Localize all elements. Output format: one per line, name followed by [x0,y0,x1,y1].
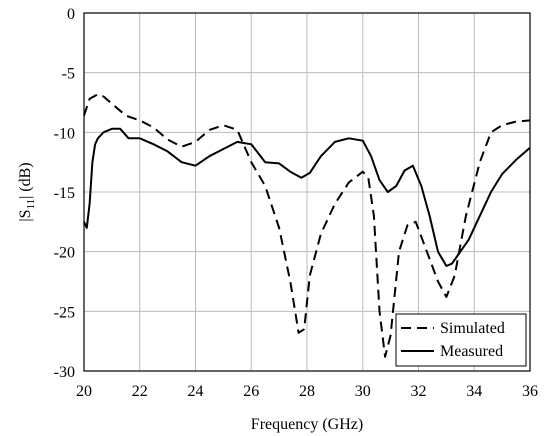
y-tick-label: -25 [54,304,75,321]
x-tick-label: 30 [355,383,371,400]
x-tick-label: 20 [76,383,92,400]
x-tick-label: 24 [188,383,204,400]
plot-frame [83,12,531,372]
y-axis-label-tail: | (dB) [17,162,34,199]
y-tick-label: -20 [54,245,75,262]
tick-labels: 20 22 24 26 28 30 32 34 36 0 -5 -10 -15 -20 -25 -30 [54,6,538,400]
y-tick-label: -30 [54,364,75,381]
y-axis-label-subscript: 11 [25,199,37,210]
legend-label-simulated: Simulated [440,320,505,337]
x-tick-label: 32 [411,383,427,400]
x-axis-label: Frequency (GHz) [251,416,363,433]
x-tick-label: 36 [522,383,538,400]
legend: Simulated Measured [395,313,527,367]
x-tick-label: 26 [243,383,259,400]
y-tick-label: -10 [54,125,75,142]
legend-box [395,313,527,367]
x-tick-label: 22 [132,383,148,400]
series-line-simulated [83,93,531,358]
y-axis-label-main: |S [17,210,34,222]
y-tick-label: -15 [54,185,75,202]
y-tick-label: -5 [62,66,75,83]
series-line-measured [83,127,531,267]
legend-label-measured: Measured [440,343,503,360]
x-tick-label: 28 [299,383,315,400]
y-tick-label: 0 [67,6,75,23]
y-axis-label: |S11| (dB) [17,162,37,221]
series-group [83,93,531,358]
x-tick-label: 34 [466,383,482,400]
